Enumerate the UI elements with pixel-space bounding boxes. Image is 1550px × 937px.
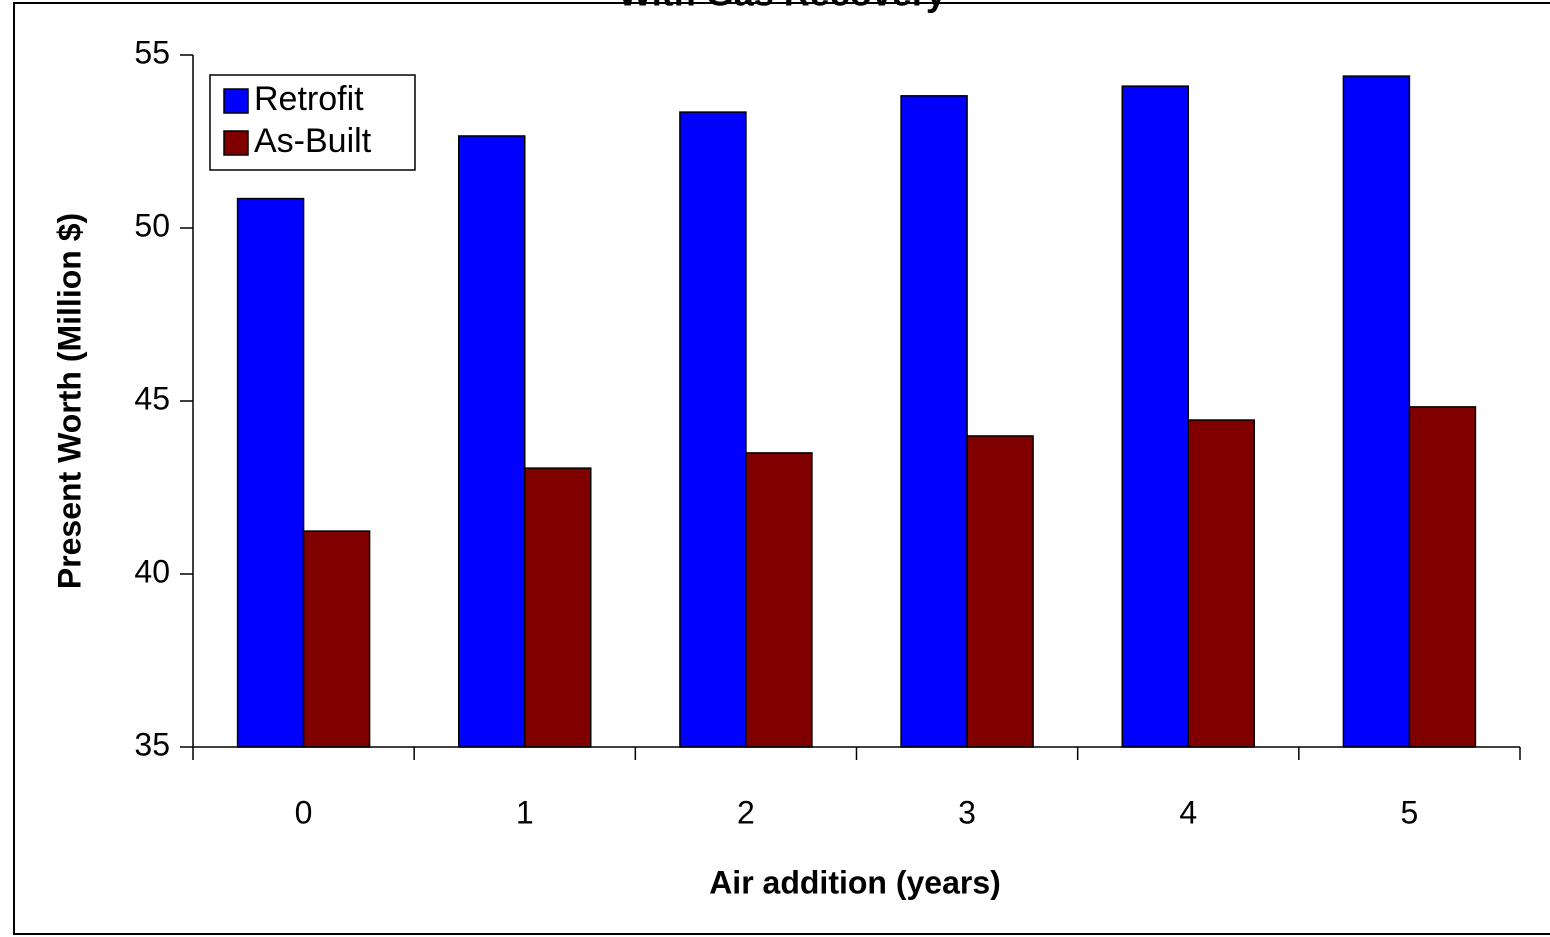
- bar: [1187, 419, 1255, 748]
- x-tick-label: 2: [737, 794, 755, 830]
- chart-title: With Gas Recovery: [618, 0, 946, 14]
- x-tick-label: 0: [295, 794, 313, 830]
- bar: [966, 435, 1034, 748]
- bar: [524, 467, 592, 748]
- x-tick-label: 1: [516, 794, 534, 830]
- x-tick-label: 5: [1401, 794, 1419, 830]
- legend-label: Retrofit: [254, 80, 364, 118]
- y-tick-label: 35: [134, 726, 170, 762]
- legend-swatch: [223, 130, 249, 156]
- y-tick-label: 55: [134, 34, 170, 70]
- bar: [1342, 75, 1411, 748]
- bar: [745, 452, 813, 748]
- bar: [900, 95, 968, 748]
- y-tick-label: 40: [134, 553, 170, 589]
- legend-swatch: [223, 88, 249, 114]
- bar: [302, 530, 371, 748]
- chart-frame: [13, 2, 1550, 935]
- x-tick-label: 3: [958, 794, 976, 830]
- bar: [679, 111, 747, 748]
- bar: [1408, 406, 1477, 748]
- bar: [236, 197, 305, 748]
- y-axis-title: Present Worth (Million $): [51, 213, 87, 589]
- x-axis-title: Air addition (years): [709, 864, 1001, 900]
- legend-label: As-Built: [254, 122, 372, 160]
- bar: [1121, 85, 1189, 748]
- bar: [458, 135, 526, 748]
- y-tick-label: 50: [134, 207, 170, 243]
- y-tick-label: 45: [134, 380, 170, 416]
- x-tick-label: 4: [1179, 794, 1197, 830]
